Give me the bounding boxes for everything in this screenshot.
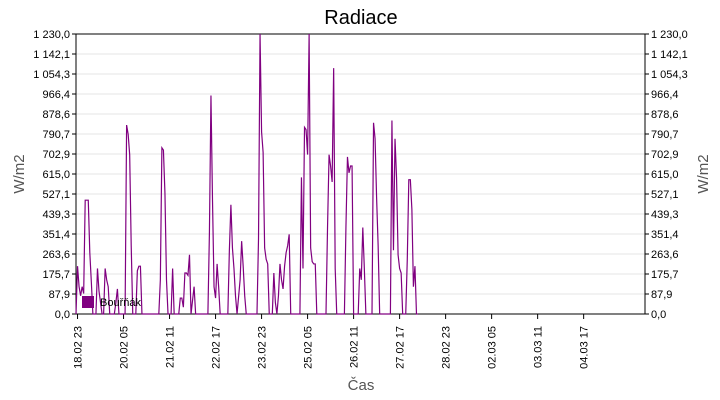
y-axis-left: 0,0 87,9 175,7 263,6 351,4 439,3 527,1 615,0 702… (33, 29, 76, 321)
y-tick-label-right: 878,6 (651, 109, 679, 121)
y-tick-label-right: 702,9 (651, 149, 679, 161)
y-tick-label-left: 702,9 (42, 149, 70, 161)
y-tick-label-right: 615,0 (651, 169, 679, 181)
y-tick-label-right: 263,6 (651, 249, 679, 261)
legend-label: Bouřňák (100, 297, 141, 309)
x-tick-label: 21.02 11 (165, 326, 177, 368)
x-tick-label: 26.02 11 (349, 326, 361, 368)
y-tick-label-left: 87,9 (49, 289, 70, 301)
x-tick-label: 23.02 23 (257, 326, 269, 369)
series-line-bournak (75, 33, 419, 315)
y-axis-label-left: W/m2 (11, 154, 28, 193)
y-tick-label-right: 351,4 (651, 229, 679, 241)
y-tick-label-left: 966,4 (42, 89, 70, 101)
plot-frame (75, 33, 646, 315)
y-tick-label-left: 175,7 (42, 269, 70, 281)
y-tick-label-left: 527,1 (42, 189, 70, 201)
y-tick-label-right: 527,1 (651, 189, 679, 201)
y-axis-label-right: W/m2 (695, 154, 712, 193)
x-tick-label: 04.03 17 (579, 326, 591, 369)
y-tick-label-right: 1 054,3 (651, 69, 688, 81)
grid (76, 53, 645, 295)
y-tick-label-left: 263,6 (42, 249, 70, 261)
x-tick-label: 20.02 05 (119, 326, 131, 369)
x-axis: 18.02 23 20.02 05 21.02 11 22.02 17 23.02 23… (73, 314, 591, 369)
y-tick-label-right: 1 230,0 (651, 29, 688, 41)
y-axis-right: 0,0 87,9 175,7 263,6 351,4 439,3 527,1 615,0 702… (645, 29, 688, 321)
x-tick-label: 22.02 17 (211, 326, 223, 369)
y-tick-label-left: 351,4 (42, 229, 70, 241)
y-tick-label-left: 1 054,3 (33, 69, 70, 81)
y-tick-label-right: 966,4 (651, 89, 679, 101)
y-tick-label-right: 790,7 (651, 129, 679, 141)
legend-swatch (82, 296, 94, 308)
x-tick-label: 25.02 05 (303, 326, 315, 369)
x-tick-label: 18.02 23 (73, 326, 85, 369)
y-tick-label-right: 1 142,1 (651, 49, 688, 61)
y-tick-label-right: 439,3 (651, 209, 679, 221)
x-tick-label: 27.02 17 (395, 326, 407, 369)
y-tick-label-left: 878,6 (42, 109, 70, 121)
x-tick-label: 28.02 23 (441, 326, 453, 369)
x-tick-label: 03.03 11 (533, 326, 545, 368)
x-axis-label: Čas (348, 377, 375, 394)
y-tick-label-left: 615,0 (42, 169, 70, 181)
chart-title: Radiace (324, 7, 397, 29)
y-tick-label-left: 1 230,0 (33, 29, 70, 41)
y-tick-label-left: 0,0 (55, 309, 70, 321)
y-tick-label-left: 790,7 (42, 129, 70, 141)
y-tick-label-left: 439,3 (42, 209, 70, 221)
y-tick-label-right: 87,9 (651, 289, 672, 301)
x-tick-label: 02.03 05 (487, 326, 499, 369)
y-tick-label-right: 175,7 (651, 269, 679, 281)
y-tick-label-right: 0,0 (651, 309, 666, 321)
y-tick-label-left: 1 142,1 (33, 49, 70, 61)
